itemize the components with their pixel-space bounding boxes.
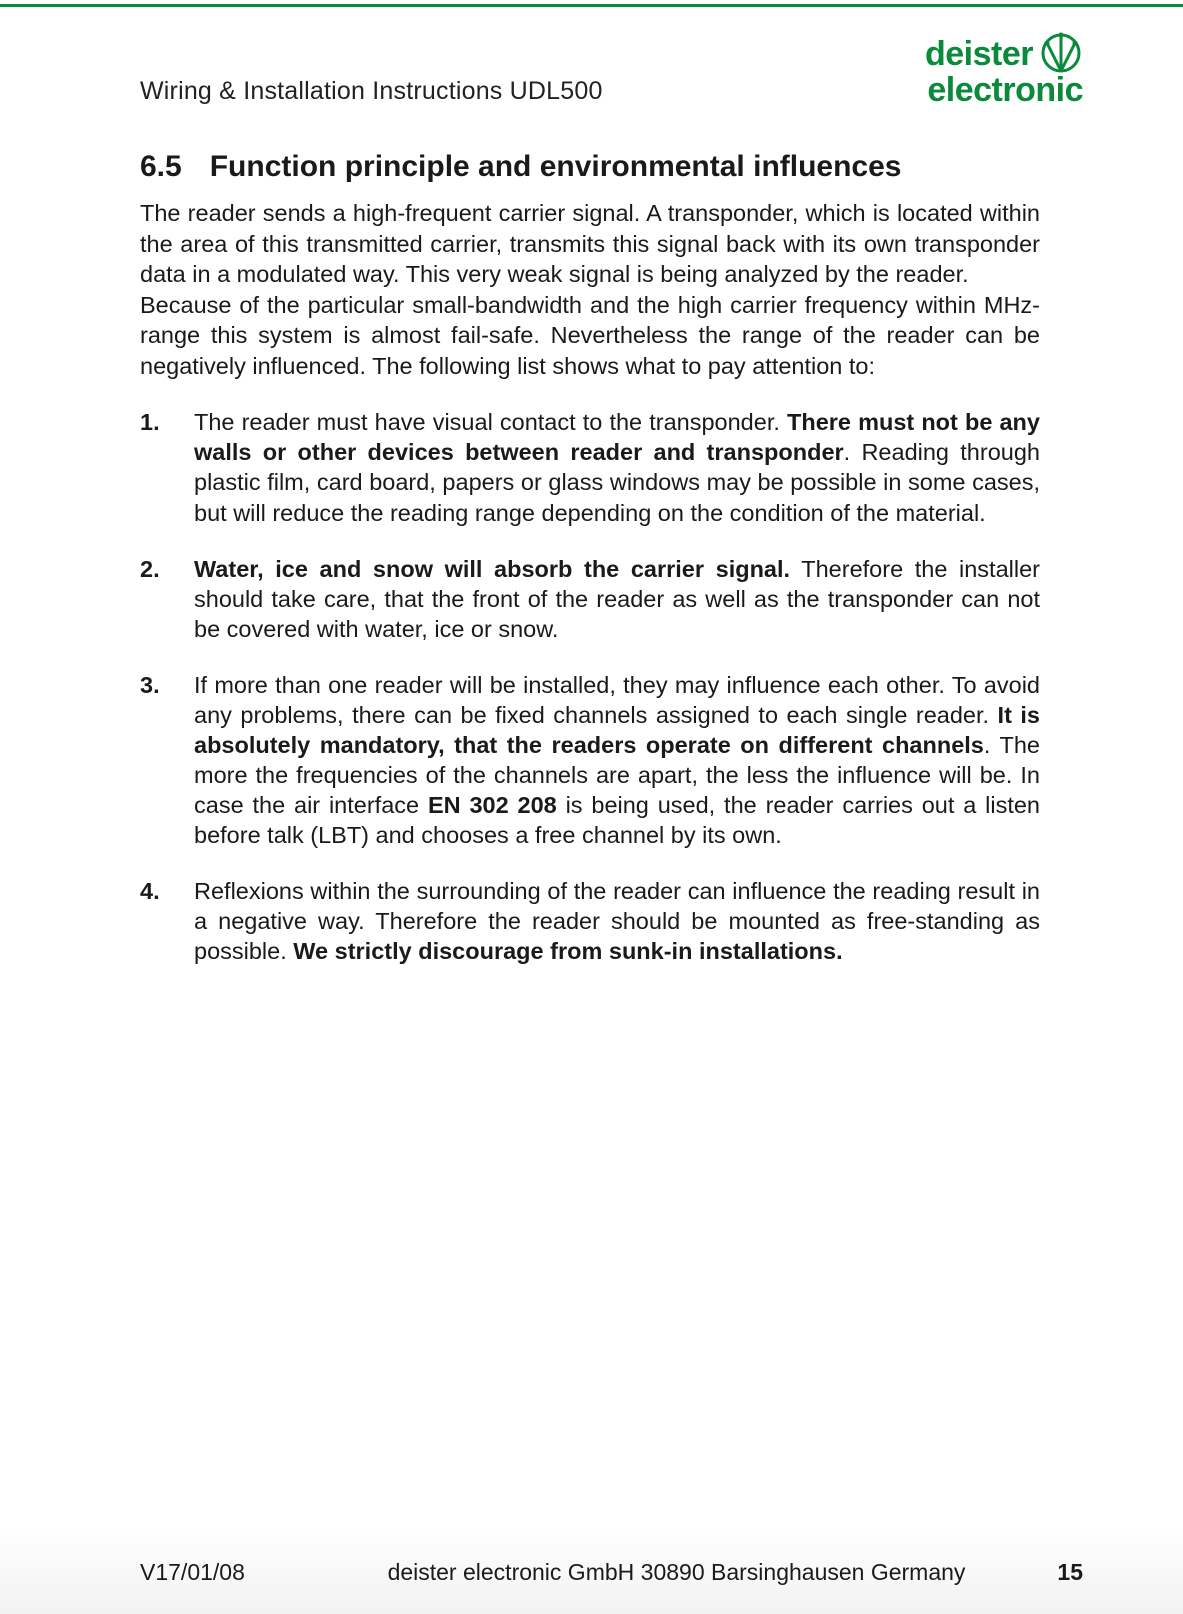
section-heading: 6.5 Function principle and environmental… [140,150,1040,184]
page: Wiring & Installation Instructions UDL50… [0,0,1183,1614]
section-title: Function principle and environmental inf… [210,150,902,184]
item-text-bold: We strictly discourage from sunk-in inst… [293,938,842,964]
logo-text-line1: deister [925,38,1033,70]
item-number: 1. [140,407,160,437]
list-item: 1. The reader must have visual contact t… [194,407,1040,527]
page-footer: V17/01/08 deister electronic GmbH 30890 … [140,1559,1083,1586]
page-header: Wiring & Installation Instructions UDL50… [140,36,1083,106]
header-title: Wiring & Installation Instructions UDL50… [140,77,603,106]
numbered-list: 1. The reader must have visual contact t… [140,407,1040,966]
list-item: 4. Reflexions within the surrounding of … [194,876,1040,966]
intro-paragraph: The reader sends a high-frequent carrier… [140,198,1040,290]
item-number: 2. [140,554,160,584]
section-number: 6.5 [140,150,182,184]
brand-logo: deister electronic [925,31,1083,106]
footer-version: V17/01/08 [140,1559,330,1586]
footer-page-number: 15 [1057,1559,1083,1585]
intro-paragraph: Because of the particular small-bandwidt… [140,290,1040,382]
list-item: 2. Water, ice and snow will absorb the c… [194,554,1040,644]
item-number: 4. [140,876,160,906]
item-number: 3. [140,670,160,700]
list-item: 3. If more than one reader will be insta… [194,670,1040,850]
item-text-bold: Water, ice and snow will absorb the carr… [194,556,790,582]
content-area: 6.5 Function principle and environmental… [140,150,1040,993]
footer-company: deister electronic GmbH 30890 Barsinghau… [330,1559,1023,1586]
top-rule [0,4,1183,7]
section-intro: The reader sends a high-frequent carrier… [140,198,1040,381]
item-text-bold2: EN 302 208 [428,792,557,818]
item-text-pre: If more than one reader will be installe… [194,672,1040,728]
item-text-pre: The reader must have visual contact to t… [194,409,787,435]
logo-text-line2: electronic [927,74,1083,106]
